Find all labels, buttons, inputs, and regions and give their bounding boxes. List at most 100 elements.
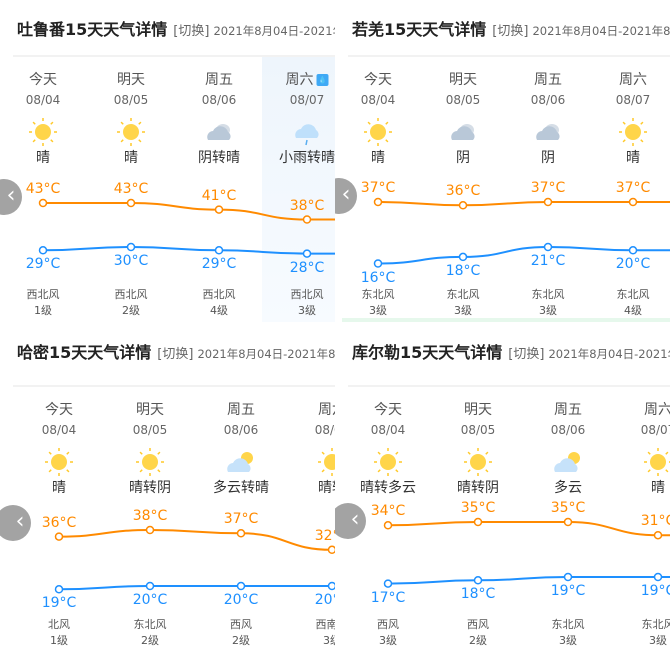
city-forecast-title: 吐鲁番15天天气详情	[17, 20, 168, 39]
high-temp-label: 38°C	[132, 508, 168, 524]
wind-level: 3级	[379, 634, 397, 647]
previous-button[interactable]: ‹	[335, 178, 357, 214]
high-temp-line	[387, 521, 670, 537]
day-label: 周六	[318, 402, 335, 418]
day-label: 明天	[136, 402, 164, 418]
wind-direction: 东北风	[446, 288, 480, 301]
high-temp-label: 38°C	[289, 197, 325, 214]
weather-text: 晴	[36, 150, 50, 166]
high-temp-label: 36°C	[41, 514, 77, 531]
switch-link[interactable]: [切换]	[157, 347, 194, 362]
day-name: 明天	[464, 402, 492, 418]
low-temp-label: 18°C	[460, 586, 496, 603]
high-temp-label: 36°C	[445, 183, 481, 200]
high-temp-label: 43°C	[113, 181, 149, 197]
switch-link[interactable]: [切换]	[508, 347, 545, 362]
sun-icon	[134, 446, 166, 478]
date-label: 08/06	[223, 423, 259, 437]
wind-level: 3级	[559, 634, 577, 647]
day-name: 周五	[534, 72, 562, 88]
weather-panel: 吐鲁番15天天气详情 [切换]2021年8月04日-2021年8月18日今天 08/…	[0, 0, 335, 330]
date-label: 08/06	[550, 423, 586, 437]
day-label: 周五	[227, 402, 255, 418]
day-label: 周六	[619, 72, 647, 88]
day-label: 明天	[117, 72, 145, 88]
day-name: 明天	[117, 72, 145, 88]
header-divider	[348, 385, 670, 387]
date-label: 08/05	[445, 93, 481, 107]
weather-text: 晴	[626, 150, 640, 166]
high-temp-label: 43°C	[25, 181, 61, 197]
high-temp-label: 37°C	[530, 180, 566, 196]
wind-direction: 东北风	[551, 618, 585, 631]
switch-link[interactable]: [切换]	[492, 24, 529, 39]
high-temp-point	[373, 197, 383, 207]
rain-icon	[291, 116, 323, 148]
low-temp-point	[126, 242, 136, 252]
low-temp-label: 29°C	[201, 256, 237, 273]
day-name: 今天	[374, 402, 402, 418]
high-temp-point	[38, 198, 48, 208]
high-temp-point	[543, 197, 553, 207]
high-temp-point	[628, 197, 638, 207]
panel-header: 哈密15天天气详情 [切换]2021年8月04日-2021年8月18日	[17, 343, 335, 365]
wind-direction: 西北风	[202, 288, 236, 301]
day-name: 今天	[29, 72, 57, 88]
weather-text: 晴	[124, 150, 138, 166]
wind-direction: 西风	[467, 618, 489, 631]
weather-text: 晴转阴	[129, 480, 171, 496]
highlighted-day-column	[262, 57, 335, 322]
previous-button[interactable]: ‹	[0, 505, 31, 541]
panel-header: 吐鲁番15天天气详情 [切换]2021年8月04日-2021年8月18日	[17, 20, 335, 42]
wind-direction: 东北风	[641, 618, 670, 631]
date-label: 08/05	[460, 423, 496, 437]
wind-level: 4级	[210, 304, 228, 317]
previous-button[interactable]: ‹	[335, 503, 366, 539]
high-temp-label: 32°C	[314, 527, 335, 544]
low-temp-label: 19°C	[41, 595, 77, 612]
low-temp-label: 18°C	[445, 262, 481, 279]
high-temp-label: 35°C	[550, 500, 586, 516]
low-temp-label: 19°C	[550, 583, 586, 599]
partly-cloudy-icon	[225, 446, 257, 478]
day-name: 今天	[45, 402, 73, 418]
wind-level: 3级	[454, 304, 472, 317]
wind-direction: 西北风	[114, 288, 148, 301]
wind-direction: 西风	[377, 618, 399, 631]
day-label: 今天	[374, 402, 402, 418]
day-label: 今天	[29, 72, 57, 88]
weather-text: 晴转阴	[457, 480, 499, 496]
low-temp-point	[563, 572, 573, 582]
low-temp-label: 19°C	[640, 583, 670, 599]
low-temp-point	[302, 249, 312, 258]
date-label: 08/05	[113, 93, 149, 107]
date-range: 2021年8月04日-2021年8月18日	[213, 24, 335, 38]
wind-direction: 北风	[48, 618, 70, 631]
date-label: 08/07	[289, 93, 325, 107]
panel-header: 若羌15天天气详情 [切换]2021年8月04日-2021年8月18日	[352, 20, 670, 42]
wind-direction: 西风	[230, 618, 252, 631]
high-temp-line	[58, 528, 335, 551]
low-temp-point	[458, 252, 468, 262]
weather-text: 晴转	[318, 480, 335, 496]
low-temp-point	[54, 585, 64, 594]
switch-link[interactable]: [切换]	[173, 24, 210, 39]
previous-button[interactable]: ‹	[0, 179, 22, 215]
low-temp-point	[214, 246, 224, 255]
date-label: 08/07	[640, 423, 670, 437]
weather-panel: 哈密15天天气详情 [切换]2021年8月04日-2021年8月18日今天 08/0…	[0, 330, 335, 660]
high-temp-label: 41°C	[201, 187, 237, 204]
date-label: 08/04	[370, 423, 406, 437]
low-temp-label: 28°C	[289, 259, 325, 276]
low-temp-point	[373, 259, 383, 268]
low-temp-label: 20°C	[223, 592, 259, 608]
low-temp-line	[58, 585, 335, 591]
day-name: 明天	[449, 72, 477, 88]
low-temp-point	[327, 581, 335, 591]
low-temp-point	[653, 572, 663, 582]
wind-direction: 东北风	[361, 288, 395, 301]
high-temp-point	[327, 545, 335, 555]
wind-level: 2级	[232, 634, 250, 647]
low-temp-label: 20°C	[615, 256, 651, 273]
day-label: 今天	[45, 402, 73, 418]
